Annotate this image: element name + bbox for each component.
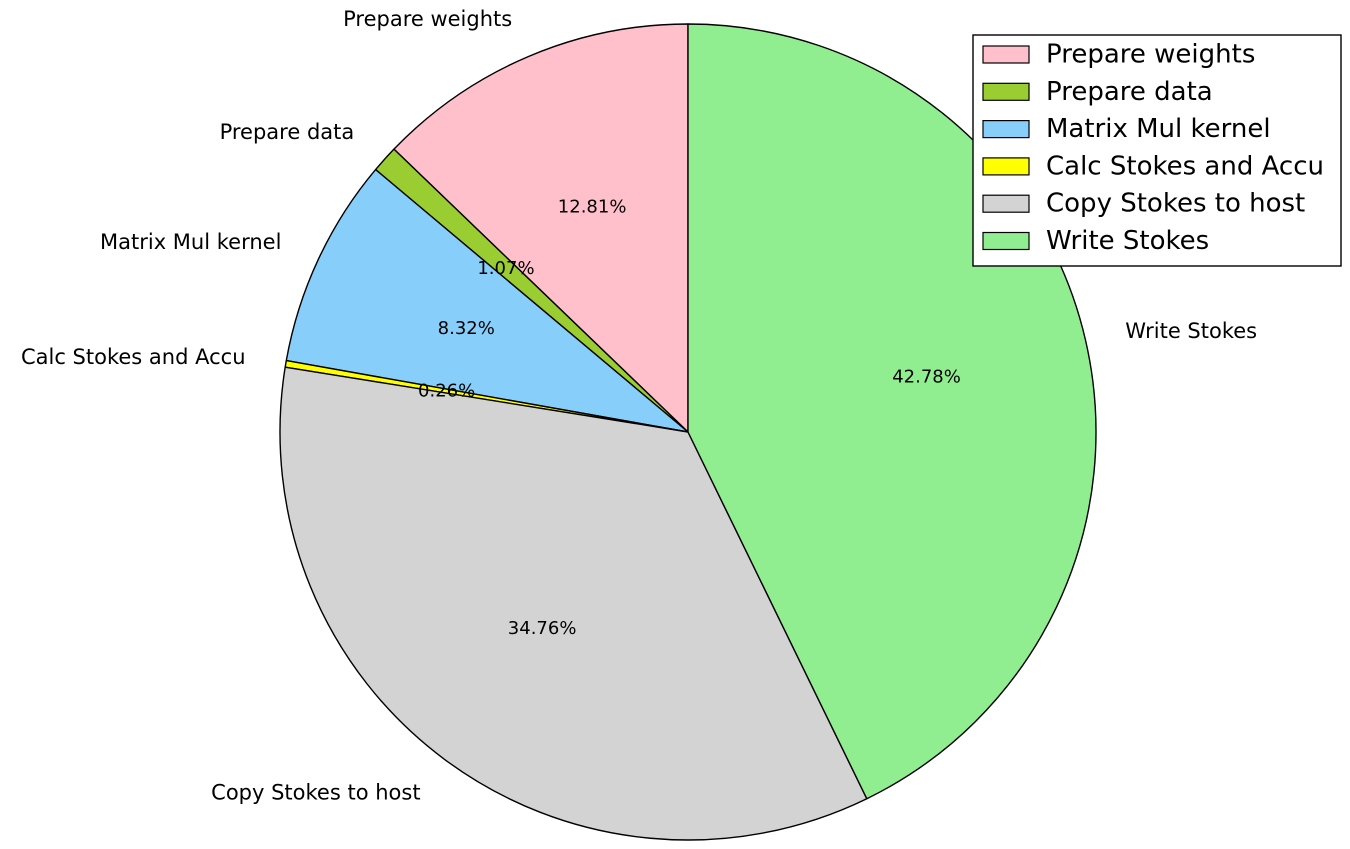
slice-labels: Prepare weights Prepare data Matrix Mul ke… bbox=[21, 7, 1257, 804]
percent-label-write-stokes: 42.78% bbox=[892, 366, 961, 387]
legend-label-prepare-data: Prepare data bbox=[1046, 77, 1213, 107]
slice-label-prepare-weights: Prepare weights bbox=[343, 7, 512, 31]
pie-slice-matrix-mul-kernel bbox=[285, 168, 689, 433]
slice-label-prepare-data: Prepare data bbox=[220, 120, 355, 144]
percent-label-matrix-mul-kernel: 8.32% bbox=[438, 318, 495, 339]
legend-swatch-write-stokes bbox=[982, 231, 1030, 251]
percent-label-copy-stokes-to-host: 34.76% bbox=[508, 618, 577, 639]
legend-swatch-copy-stokes-to-host bbox=[982, 194, 1030, 213]
legend-label-matrix-mul-kernel: Matrix Mul kernel bbox=[1046, 114, 1271, 144]
legend-swatch-prepare-data bbox=[982, 82, 1030, 101]
legend-frame bbox=[972, 34, 1342, 267]
pie-slice-copy-stokes-to-host bbox=[279, 366, 868, 841]
percent-label-prepare-weights: 12.81% bbox=[558, 196, 627, 217]
legend-swatch-calc-stokes-and-accu bbox=[982, 157, 1030, 176]
legend-swatch-prepare-weights bbox=[982, 45, 1030, 64]
legend-swatch-matrix-mul-kernel bbox=[982, 119, 1030, 139]
legend-label-calc-stokes-and-accu: Calc Stokes and Accu bbox=[1046, 151, 1324, 181]
percent-label-prepare-data: 1.07% bbox=[477, 258, 534, 279]
slice-label-calc-stokes-and-accu: Calc Stokes and Accu bbox=[21, 345, 246, 369]
slice-label-matrix-mul-kernel: Matrix Mul kernel bbox=[100, 230, 281, 254]
legend-label-copy-stokes-to-host: Copy Stokes to host bbox=[1046, 189, 1305, 219]
percent-label-calc-stokes-and-accu: 0.26% bbox=[418, 381, 475, 402]
slice-label-copy-stokes-to-host: Copy Stokes to host bbox=[211, 780, 420, 804]
legend-label-prepare-weights: Prepare weights bbox=[1046, 40, 1255, 70]
slice-label-write-stokes: Write Stokes bbox=[1125, 319, 1257, 343]
legend-label-write-stokes: Write Stokes bbox=[1046, 226, 1209, 256]
legend: Prepare weights Prepare data Matrix Mul ke… bbox=[972, 34, 1342, 267]
pie-slice-prepare-weights bbox=[393, 23, 689, 433]
percent-labels: 12.81% 1.07% 8.32% 0.26% 34.76% 42.78% bbox=[418, 196, 961, 639]
